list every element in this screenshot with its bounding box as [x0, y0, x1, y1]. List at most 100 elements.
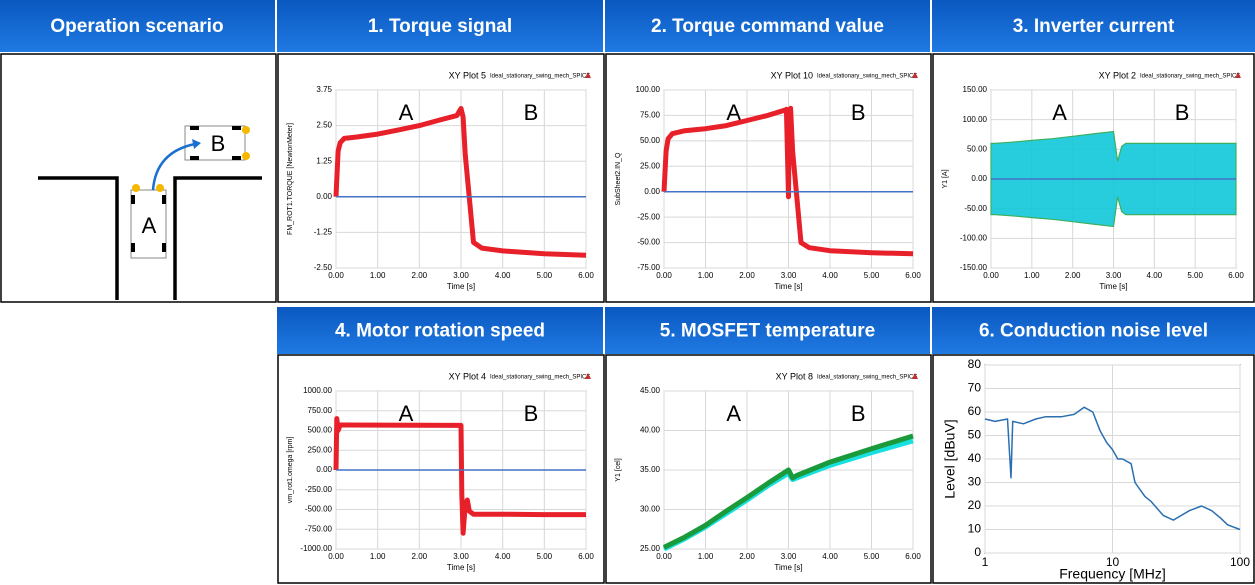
x-axis-label: Frequency [MHz] — [1059, 566, 1166, 582]
annotation: B — [851, 100, 866, 125]
y-tick-label: 40 — [968, 451, 982, 465]
y-tick-label: 3.75 — [316, 85, 332, 94]
wheel — [131, 195, 135, 204]
path-arrow — [151, 142, 196, 191]
road — [38, 176, 262, 300]
plot-source: Ideal_stationary_swing_mech_SPICE — [1140, 74, 1240, 80]
series-line — [333, 416, 586, 536]
wheel — [162, 243, 166, 252]
y-tick-label: 100.00 — [963, 115, 988, 124]
x-axis-label: Time [s] — [774, 563, 802, 572]
y-tick-label: 150.00 — [963, 85, 988, 94]
y-tick-label: 60 — [968, 404, 982, 418]
y-tick-label: 45.00 — [640, 386, 661, 395]
x-tick-label: 6.00 — [1228, 271, 1244, 280]
annotation: B — [851, 401, 866, 426]
header-title: 6. Conduction noise level — [979, 321, 1208, 342]
plot-marker — [912, 373, 918, 379]
x-tick-label: 100 — [1230, 555, 1250, 569]
y-axis-label: FM_ROT1.TORQUE [NewtonMeter] — [287, 123, 294, 235]
x-tick-label: 4.00 — [495, 552, 511, 561]
header-title: 1. Torque signal — [368, 16, 512, 37]
y-tick-label: 0 — [974, 545, 981, 559]
x-tick-label: 1.00 — [370, 552, 386, 561]
x-axis-label: Time [s] — [447, 282, 475, 291]
y-tick-label: 50.00 — [967, 144, 988, 153]
plot-marker — [1235, 72, 1241, 78]
car-body — [130, 189, 167, 259]
y-tick-label: -150.00 — [960, 263, 988, 272]
x-tick-label: 2.00 — [412, 271, 428, 280]
y-tick-label: 40.00 — [640, 426, 661, 435]
annotation: A — [726, 100, 741, 125]
y-tick-label: 100.00 — [636, 85, 661, 94]
series-line — [984, 406, 1241, 531]
header-title: 2. Torque command value — [651, 16, 884, 37]
y-tick-label: 0.00 — [316, 465, 332, 474]
plot-name: XY Plot 2 — [1099, 70, 1136, 80]
plot-name: XY Plot 5 — [449, 70, 486, 80]
light — [156, 184, 164, 192]
light — [132, 184, 140, 192]
y-tick-label: 0.00 — [316, 192, 332, 201]
x-tick-label: 5.00 — [1187, 271, 1203, 280]
header-bg — [932, 307, 1255, 354]
y-tick-label: 30 — [968, 475, 982, 489]
y-tick-label: 500.00 — [308, 426, 333, 435]
x-tick-label: 2.00 — [412, 552, 428, 561]
x-tick-label: 3.00 — [781, 552, 797, 561]
y-tick-label: 50.00 — [640, 136, 661, 145]
wheel — [232, 156, 241, 160]
y-tick-label: 70 — [968, 381, 982, 395]
x-tick-label: 2.00 — [1065, 271, 1081, 280]
wheel — [190, 126, 199, 130]
y-tick-label: 750.00 — [308, 406, 333, 415]
header-bg — [0, 0, 275, 52]
x-tick-label: 2.00 — [739, 552, 755, 561]
plot-source: Ideal_stationary_swing_mech_SPICE — [490, 74, 590, 80]
y-axis-label: Y1 [cel] — [615, 458, 622, 481]
annotation: B — [524, 401, 539, 426]
y-axis-label: Y1 [A] — [942, 169, 949, 188]
x-tick-label: 6.00 — [578, 271, 594, 280]
y-tick-label: 20 — [968, 498, 982, 512]
x-tick-label: 4.00 — [495, 271, 511, 280]
y-tick-label: -1.25 — [314, 228, 333, 237]
x-tick-label: 5.00 — [864, 271, 880, 280]
x-tick-label: 5.00 — [537, 271, 553, 280]
x-tick-label: 4.00 — [822, 271, 838, 280]
header-title: 5. MOSFET temperature — [660, 321, 875, 342]
plot-source: Ideal_stationary_swing_mech_SPICE — [817, 375, 917, 381]
series-line — [661, 105, 914, 257]
x-tick-label: 1.00 — [370, 271, 386, 280]
x-axis-label: Time [s] — [1099, 282, 1127, 291]
scenario-panel: Operation scenario A B — [0, 0, 277, 303]
plot-name: XY Plot 10 — [771, 70, 813, 80]
y-tick-label: 30.00 — [640, 505, 661, 514]
y-tick-label: 35.00 — [640, 465, 661, 474]
wheel — [131, 243, 135, 252]
car-label: B — [211, 131, 226, 156]
y-tick-label: -25.00 — [637, 212, 660, 221]
x-tick-label: 0.00 — [656, 271, 672, 280]
wheel — [232, 126, 241, 130]
x-tick-label: 5.00 — [537, 552, 553, 561]
annotation: A — [399, 100, 414, 125]
y-tick-label: -500.00 — [305, 505, 333, 514]
plot-name: XY Plot 8 — [776, 371, 813, 381]
y-tick-label: 25.00 — [640, 544, 661, 553]
series-line — [333, 106, 587, 258]
y-tick-label: 0.00 — [971, 174, 987, 183]
header-title: Operation scenario — [50, 16, 223, 37]
header-bg — [277, 307, 603, 354]
plot-marker — [912, 72, 918, 78]
annotation: A — [1052, 100, 1067, 125]
x-axis-label: Time [s] — [447, 563, 475, 572]
series-line — [662, 433, 914, 550]
x-tick-label: 0.00 — [983, 271, 999, 280]
x-tick-label: 10 — [1106, 555, 1120, 569]
light — [242, 152, 250, 160]
plot-marker — [585, 72, 591, 78]
y-tick-label: -75.00 — [637, 263, 660, 272]
